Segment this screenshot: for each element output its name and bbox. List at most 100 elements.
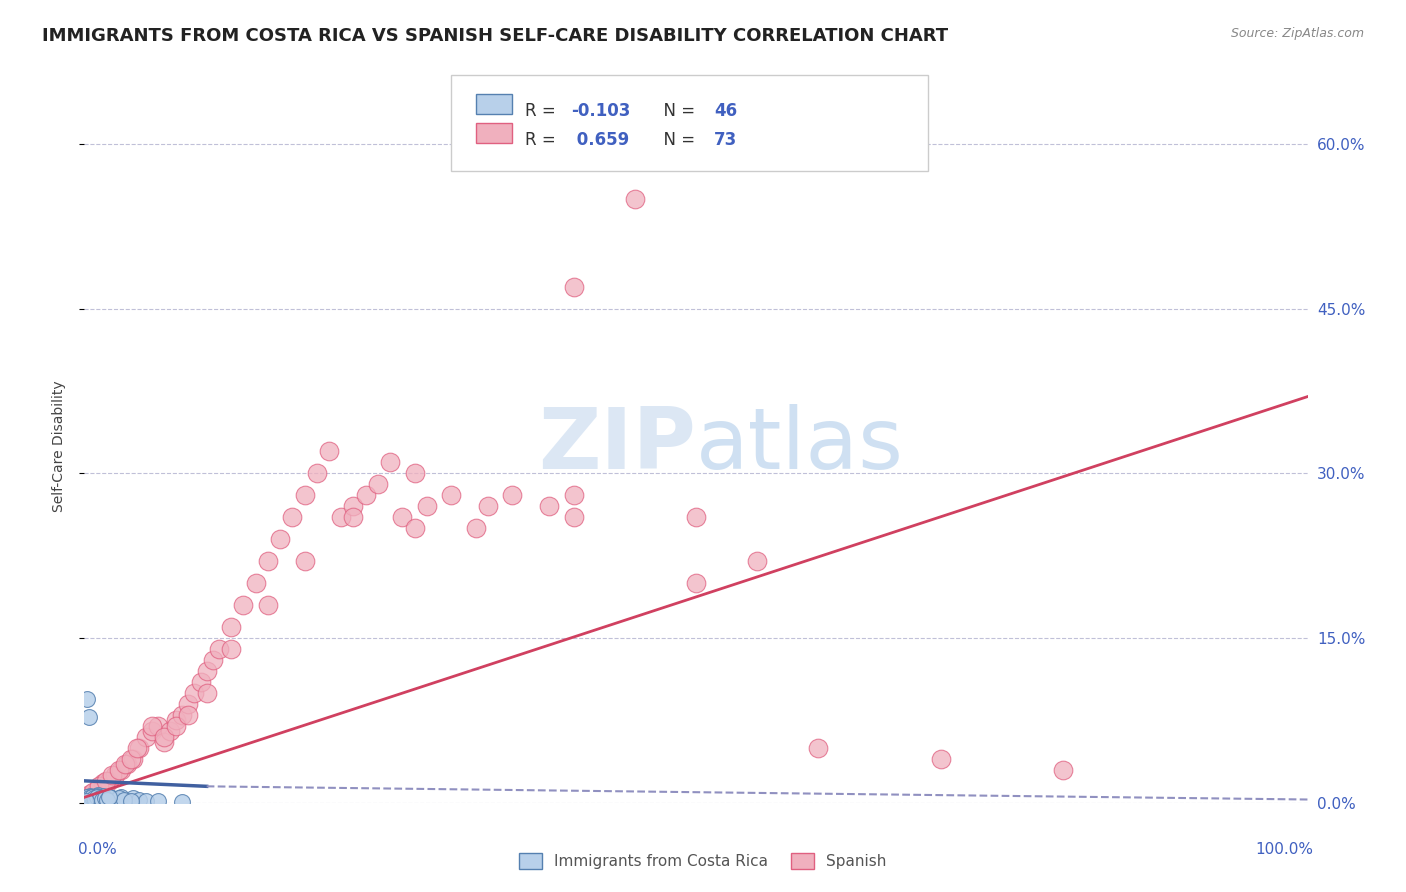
Point [538, 500, 561, 514]
Point [624, 192, 647, 206]
Point [391, 510, 413, 524]
Text: R =: R = [524, 130, 561, 149]
Point [101, 791, 124, 805]
Point [195, 664, 218, 678]
Point [82, 785, 104, 799]
Point [305, 467, 328, 481]
Point [75, 792, 97, 806]
Text: Source: ZipAtlas.com: Source: ZipAtlas.com [1230, 27, 1364, 40]
Point [562, 510, 585, 524]
Point [87, 788, 110, 802]
Point [107, 791, 129, 805]
Point [404, 467, 426, 481]
Point [115, 757, 138, 772]
Point [562, 488, 585, 502]
Point [83, 791, 105, 805]
Point [120, 794, 142, 808]
Point [79, 789, 101, 804]
Point [245, 576, 267, 591]
Point [83, 791, 105, 805]
Point [104, 768, 127, 782]
Point [97, 773, 120, 788]
Point [464, 521, 486, 535]
Point [159, 724, 181, 739]
Point [76, 691, 98, 706]
Point [146, 794, 169, 808]
Point [98, 790, 121, 805]
Text: IMMIGRANTS FROM COSTA RICA VS SPANISH SELF-CARE DISABILITY CORRELATION CHART: IMMIGRANTS FROM COSTA RICA VS SPANISH SE… [42, 27, 948, 45]
FancyBboxPatch shape [475, 95, 513, 114]
Text: N =: N = [654, 130, 700, 149]
Point [87, 780, 110, 794]
Point [86, 789, 108, 804]
Point [93, 792, 115, 806]
Point [79, 787, 101, 801]
Point [354, 488, 377, 502]
Point [257, 598, 280, 612]
Point [685, 510, 707, 524]
Point [82, 790, 104, 805]
Point [232, 598, 254, 612]
Point [177, 697, 200, 711]
Point [101, 768, 124, 782]
Point [80, 792, 103, 806]
Point [146, 719, 169, 733]
Point [84, 790, 107, 805]
Y-axis label: Self-Care Disability: Self-Care Disability [52, 380, 66, 512]
Point [165, 719, 187, 733]
Text: N =: N = [654, 102, 700, 120]
Text: -0.103: -0.103 [571, 102, 630, 120]
Point [112, 792, 135, 806]
Text: R =: R = [524, 102, 561, 120]
Point [257, 554, 280, 568]
FancyBboxPatch shape [475, 123, 513, 143]
Point [77, 710, 100, 724]
Point [122, 752, 145, 766]
Point [122, 791, 145, 805]
Point [190, 675, 212, 690]
Point [97, 790, 120, 805]
Point [87, 790, 110, 805]
Point [115, 794, 138, 808]
Point [107, 763, 129, 777]
Point [929, 752, 952, 766]
Point [807, 740, 830, 755]
Point [502, 488, 524, 502]
Point [80, 790, 103, 805]
Point [110, 790, 132, 805]
Point [342, 510, 364, 524]
Point [114, 757, 136, 772]
Point [367, 477, 389, 491]
Point [269, 533, 291, 547]
Point [330, 510, 353, 524]
Point [91, 789, 114, 804]
Point [177, 708, 200, 723]
Point [76, 790, 98, 805]
Point [183, 686, 205, 700]
Text: 100.0%: 100.0% [1256, 842, 1313, 857]
Point [128, 792, 150, 806]
Point [83, 792, 105, 806]
Point [125, 740, 148, 755]
Point [201, 653, 224, 667]
Point [294, 554, 316, 568]
Point [135, 730, 157, 744]
Point [120, 752, 142, 766]
Point [89, 791, 111, 805]
Point [294, 488, 316, 502]
Point [93, 791, 115, 805]
FancyBboxPatch shape [451, 75, 928, 171]
Point [77, 791, 100, 805]
Point [86, 782, 108, 797]
Text: 73: 73 [714, 130, 738, 149]
Point [96, 792, 118, 806]
Point [172, 795, 194, 809]
Text: 0.0%: 0.0% [79, 842, 117, 857]
Text: 0.659: 0.659 [571, 130, 630, 149]
Point [165, 714, 187, 728]
Point [219, 642, 242, 657]
Text: atlas: atlas [696, 404, 904, 488]
Point [685, 576, 707, 591]
Point [416, 500, 439, 514]
Point [747, 554, 769, 568]
